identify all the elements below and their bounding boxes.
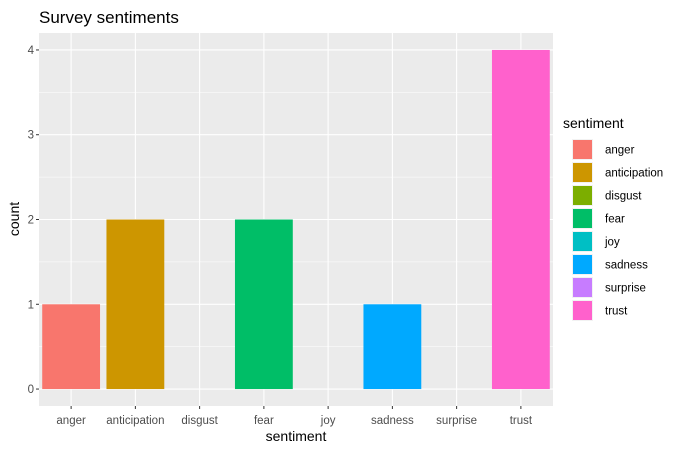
y-tick-label: 2 bbox=[28, 215, 34, 227]
y-axis-title: count bbox=[6, 202, 22, 236]
y-tick-label: 0 bbox=[28, 384, 34, 396]
legend-label-sadness: sadness bbox=[605, 260, 648, 272]
legend-key-trust bbox=[573, 301, 592, 320]
legend-key-disgust bbox=[573, 186, 592, 205]
y-tick-label: 3 bbox=[28, 130, 34, 142]
bars bbox=[42, 49, 550, 390]
bar-anticipation bbox=[106, 219, 165, 390]
x-tick-label: anger bbox=[56, 415, 86, 427]
x-axis-ticks: anger anticipation disgust fear joy sadness su… bbox=[56, 406, 533, 427]
x-tick-label: trust bbox=[510, 415, 533, 427]
x-tick-label: surprise bbox=[436, 415, 477, 427]
legend-label-disgust: disgust bbox=[605, 191, 642, 203]
chart-title: Survey sentiments bbox=[39, 8, 179, 27]
legend-key-anger bbox=[573, 140, 592, 159]
x-axis-title: sentiment bbox=[266, 428, 327, 444]
y-tick-label: 4 bbox=[28, 45, 35, 57]
legend: sentiment anger anticipation disgust fear jo… bbox=[563, 115, 663, 321]
legend-key-fear bbox=[573, 209, 592, 228]
bar-anger bbox=[42, 304, 101, 390]
x-tick-label: joy bbox=[320, 415, 336, 427]
legend-label-anticipation: anticipation bbox=[605, 168, 663, 180]
legend-key-sadness bbox=[573, 255, 592, 274]
legend-label-fear: fear bbox=[605, 214, 625, 226]
y-tick-label: 1 bbox=[28, 299, 34, 311]
bar-sadness bbox=[363, 304, 422, 390]
legend-items: anger anticipation disgust fear joy sadness su… bbox=[572, 139, 663, 321]
x-tick-label: anticipation bbox=[106, 415, 164, 427]
legend-label-trust: trust bbox=[605, 306, 628, 318]
x-tick-label: sadness bbox=[371, 415, 414, 427]
legend-key-anticipation bbox=[573, 163, 592, 182]
bar-trust bbox=[491, 49, 550, 390]
x-tick-label: fear bbox=[254, 415, 274, 427]
bar-fear bbox=[234, 219, 293, 390]
y-axis-ticks: 0 1 2 3 4 bbox=[28, 45, 39, 396]
legend-key-joy bbox=[573, 232, 592, 251]
legend-label-anger: anger bbox=[605, 145, 635, 157]
legend-title: sentiment bbox=[563, 115, 624, 131]
legend-key-surprise bbox=[573, 278, 592, 297]
legend-label-surprise: surprise bbox=[605, 283, 646, 295]
x-tick-label: disgust bbox=[181, 415, 218, 427]
legend-label-joy: joy bbox=[604, 237, 620, 249]
